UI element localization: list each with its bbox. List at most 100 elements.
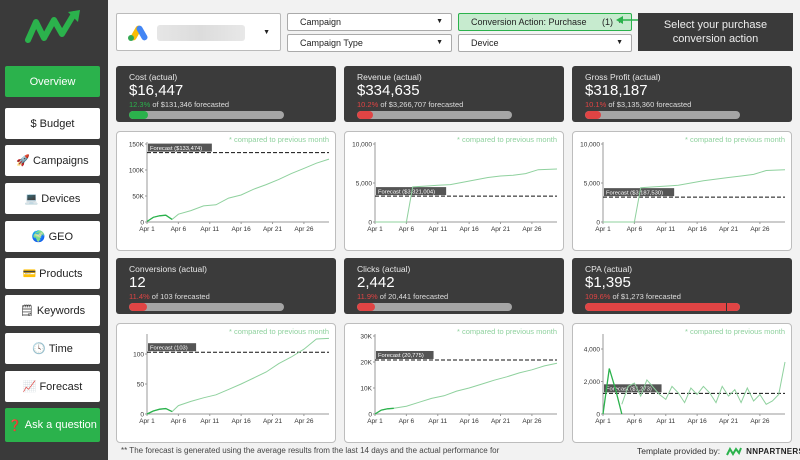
- clock-icon: 🕓: [32, 343, 46, 355]
- kpi-card-cpa-actual: CPA (actual) $1,395 109.6% of $1,273 forec…: [572, 258, 792, 314]
- x-tick-label: Apr 6: [399, 226, 415, 233]
- x-tick-label: Apr 21: [719, 226, 739, 233]
- x-tick-label: Apr 16: [460, 418, 480, 425]
- chevron-down-icon: ▼: [436, 39, 443, 46]
- purchase-hint-text: Select your purchase conversion action: [663, 19, 768, 45]
- y-tick-label: 150K: [129, 142, 145, 149]
- kpi-forecast: 11.4% of 103 forecasted: [129, 292, 210, 301]
- template-credit-label: Template provided by:: [637, 446, 721, 456]
- series-line-early: [146, 214, 173, 223]
- forecast-chart: * compared to previous month 0 50 100 Apr 1 A…: [116, 323, 336, 443]
- sidebar-item-label: Products: [39, 267, 83, 280]
- arrow-left-icon: [616, 16, 638, 24]
- y-tick-label: 50K: [132, 194, 144, 201]
- kpi-value: $334,635: [357, 82, 420, 99]
- kpi-label: Conversions (actual): [129, 264, 207, 274]
- kpi-label: Cost (actual): [129, 72, 178, 82]
- kpi-progress-fill: [585, 111, 601, 119]
- campaign-filter-label: Campaign: [300, 17, 342, 27]
- globe-icon: 🌍: [31, 231, 46, 243]
- device-filter[interactable]: Device ▼: [458, 34, 632, 52]
- forecast-chart: * compared to previous month 0 5,000 10,000…: [572, 131, 792, 251]
- y-tick-label: 5,000: [584, 181, 601, 188]
- forecast-label-bg: [376, 187, 447, 196]
- forecast-chart: * compared to previous month 0 50K 100K 150K…: [116, 131, 336, 251]
- sidebar-item-geo[interactable]: 🌍 GEO: [5, 221, 100, 252]
- rocket-icon: 🚀: [16, 155, 31, 167]
- kpi-value: $1,395: [585, 274, 631, 291]
- x-tick-label: Apr 11: [200, 226, 219, 233]
- template-credit: Template provided by: NNPARTNERS: [637, 446, 800, 456]
- y-tick-label: 0: [596, 220, 600, 227]
- forecast-label: Forecast ($1,273): [606, 387, 652, 393]
- kpi-percent: 11.4%: [129, 292, 150, 301]
- series-line-early: [146, 407, 173, 415]
- forecast-label-bg: [604, 188, 675, 197]
- sidebar-item-forecast[interactable]: 📈 Forecast: [5, 371, 100, 402]
- kpi-progress-bar: [129, 303, 284, 311]
- chart-svg: 0 50 100 Apr 1 Apr 6 Apr 11 Apr 16 Apr 21 Apr 26…: [133, 334, 330, 425]
- y-tick-label: 20K: [360, 360, 372, 367]
- sidebar-item-campaigns[interactable]: 🚀 Campaigns: [5, 145, 100, 176]
- kpi-forecast: 12.3% of $131,346 forecasted: [129, 100, 229, 109]
- kpi-progress-fill: [357, 111, 373, 119]
- kpi-progress-bar: [585, 111, 740, 119]
- campaign-type-filter[interactable]: Campaign Type ▼: [287, 34, 452, 52]
- x-tick-label: Apr 26: [750, 418, 770, 425]
- chart-svg: 0 50K 100K 150K Apr 1 Apr 6 Apr 11 Apr 16 Apr 21…: [129, 142, 330, 233]
- kpi-forecast: 10.1% of $3,135,360 forecasted: [585, 100, 691, 109]
- sidebar-item-keywords[interactable]: 🗒 Keywords: [5, 295, 100, 326]
- campaign-filter[interactable]: Campaign ▼: [287, 13, 452, 31]
- sidebar: Overview $ Budget 🚀 Campaigns 💻 Devices 🌍 GEO 💳 Pr…: [0, 0, 108, 460]
- y-tick-label: 30K: [360, 334, 372, 341]
- sidebar-item-time[interactable]: 🕓 Time: [5, 333, 100, 364]
- x-tick-label: Apr 16: [232, 418, 252, 425]
- forecast-label: Forecast (103): [150, 345, 188, 351]
- conversion-action-filter[interactable]: Conversion Action: Purchase (1) ▼: [458, 13, 632, 31]
- y-tick-label: 0: [368, 412, 372, 419]
- kpi-value: 12: [129, 274, 146, 291]
- sidebar-item-products[interactable]: 💳 Products: [5, 258, 100, 289]
- x-tick-label: Apr 26: [294, 418, 314, 425]
- x-tick-label: Apr 11: [200, 418, 219, 425]
- kpi-forecast-text: of 20,441 forecasted: [377, 292, 449, 301]
- x-tick-label: Apr 16: [688, 418, 708, 425]
- account-selector[interactable]: ▼: [116, 13, 281, 51]
- kpi-forecast-text: of 103 forecasted: [149, 292, 210, 301]
- sidebar-item-budget[interactable]: $ Budget: [5, 108, 100, 139]
- kpi-card-revenue-actual: Revenue (actual) $334,635 10.2% of $3,266,…: [344, 66, 564, 122]
- chart-note: * compared to previous month: [228, 327, 329, 336]
- kpi-progress-bar: [129, 111, 284, 119]
- kpi-label: Gross Profit (actual): [585, 72, 661, 82]
- sidebar-item-label: Ask a question: [24, 419, 97, 431]
- x-tick-label: Apr 11: [656, 418, 675, 425]
- footer-note: ** The forecast is generated using the a…: [121, 446, 500, 455]
- forecast-label: Forecast ($3,321,004): [378, 189, 435, 195]
- sidebar-item-overview[interactable]: Overview: [5, 66, 100, 97]
- x-tick-label: Apr 1: [595, 226, 611, 233]
- nn-logo-small-icon: [726, 446, 743, 456]
- chart-svg: 0 10K 20K 30K Apr 1 Apr 6 Apr 11 Apr 16 Apr 21 Ap…: [360, 334, 558, 425]
- y-tick-label: 4,000: [584, 347, 601, 354]
- chart-svg: 0 2,000 4,000 Apr 1 Apr 6 Apr 11 Apr 16 Apr 21 A…: [584, 334, 786, 425]
- sidebar-item-ask-a-question[interactable]: ❓ Ask a question: [5, 408, 100, 442]
- kpi-label: Clicks (actual): [357, 264, 411, 274]
- x-tick-label: Apr 26: [294, 226, 314, 233]
- x-tick-label: Apr 6: [399, 418, 415, 425]
- x-tick-label: Apr 1: [595, 418, 611, 425]
- chart-note: * compared to previous month: [456, 135, 557, 144]
- x-tick-label: Apr 1: [367, 226, 383, 233]
- y-tick-label: 0: [368, 220, 372, 227]
- y-tick-label: 100: [133, 352, 144, 359]
- chart-svg: 0 5,000 10,000 Apr 1 Apr 6 Apr 11 Apr 16 Apr 21…: [352, 142, 558, 233]
- card-icon: 💳: [22, 268, 37, 280]
- series-line: [375, 168, 558, 223]
- y-tick-label: 0: [140, 412, 144, 419]
- forecast-label-bg: [376, 350, 434, 359]
- chart-icon: 📈: [22, 381, 37, 393]
- forecast-chart: * compared to previous month 0 5,000 10,000…: [344, 131, 564, 251]
- kpi-forecast: 109.6% of $1,273 forecasted: [585, 292, 681, 301]
- series-line: [146, 158, 330, 222]
- sidebar-item-devices[interactable]: 💻 Devices: [5, 183, 100, 214]
- dollar-icon: $: [30, 117, 37, 130]
